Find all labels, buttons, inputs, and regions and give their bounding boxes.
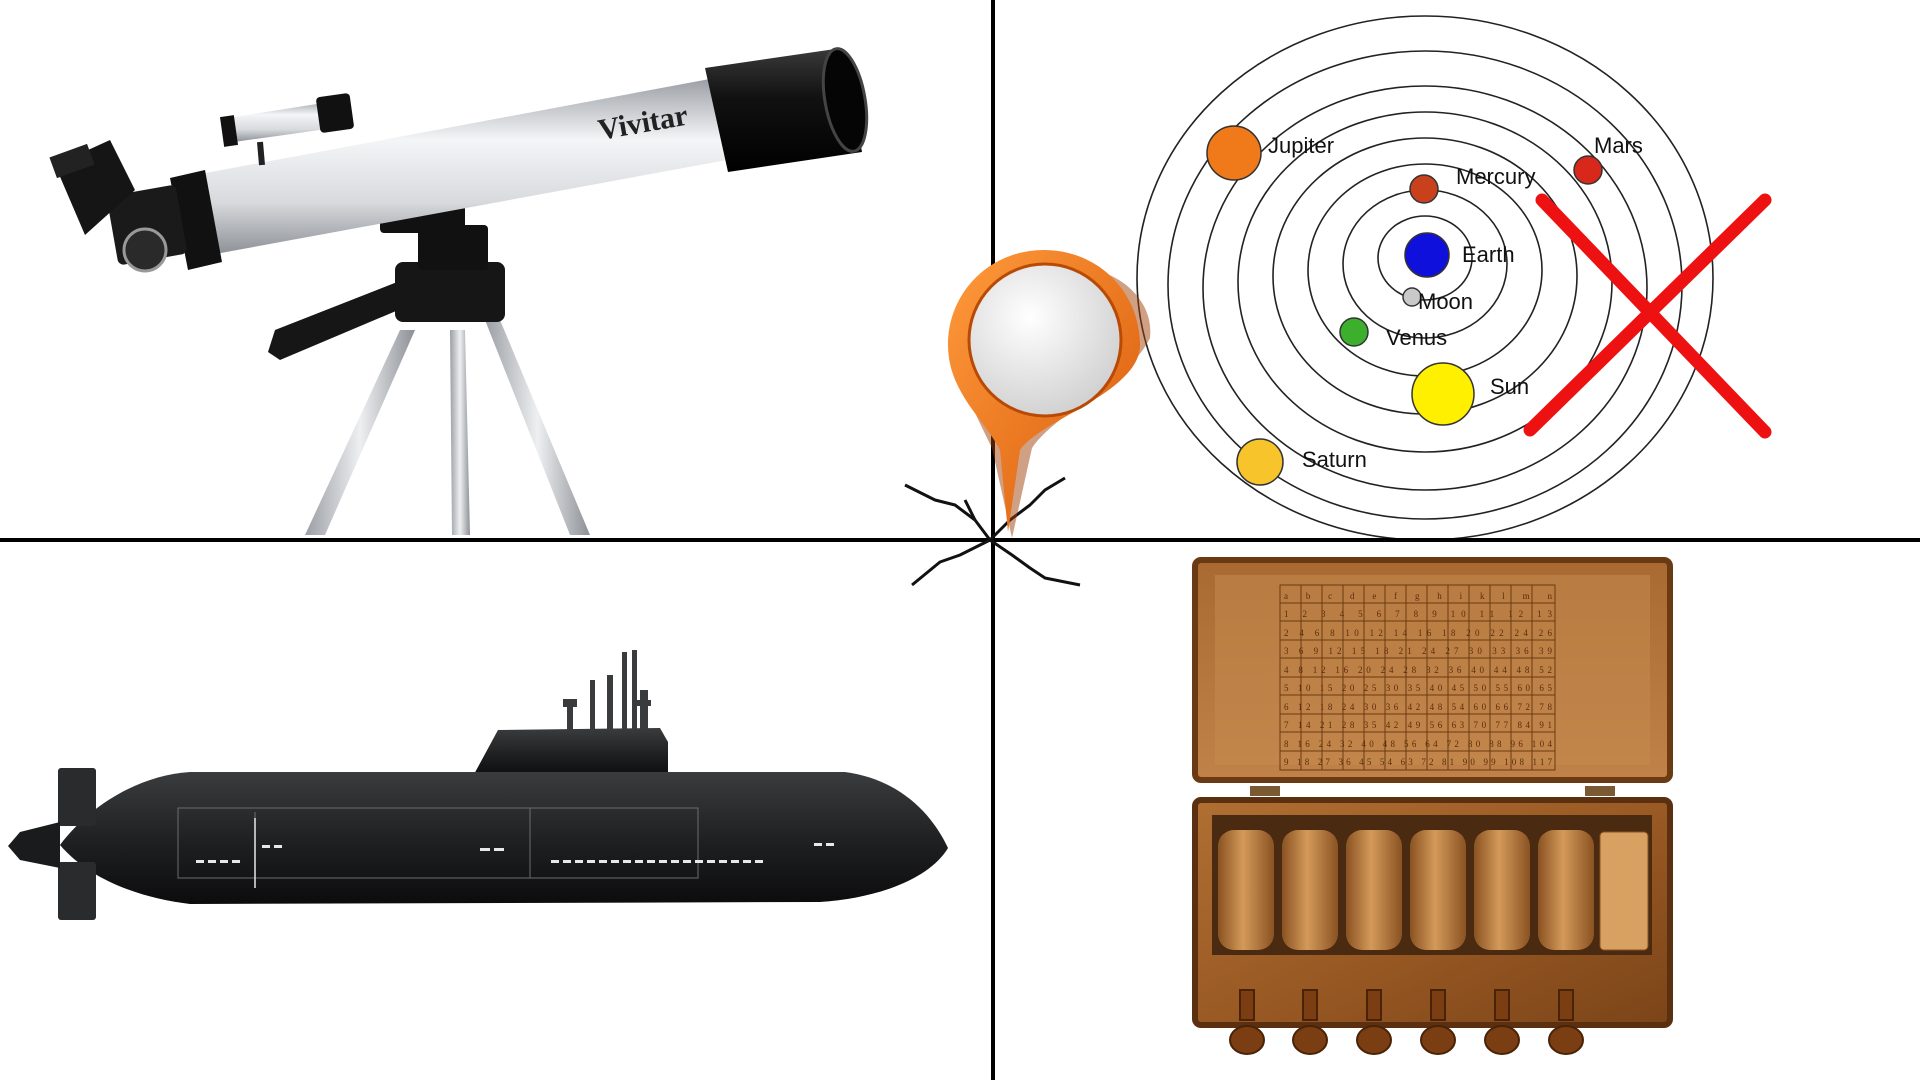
- planet-label: Saturn: [1302, 447, 1367, 472]
- orbits: [1136, 15, 1714, 541]
- cipher-cylinders: [1218, 830, 1649, 951]
- grid-row: 7 14 21 28 35 42 49 56 63 70 77 84 91: [1284, 720, 1552, 730]
- planet-label: Venus: [1386, 325, 1447, 350]
- tripod-leg-middle: [450, 330, 470, 535]
- map-pin-icon: [948, 250, 1151, 538]
- telescope-photo: Vivitar: [49, 47, 869, 535]
- ground-cracks: [904, 476, 1081, 587]
- pan-handle: [268, 275, 422, 360]
- planet-mercury: Mercury: [1409, 164, 1535, 204]
- planet-moon: Moon: [1402, 287, 1473, 314]
- planet-label: Moon: [1418, 289, 1473, 314]
- planet-saturn: Saturn: [1236, 438, 1367, 486]
- x-mark-icon: [1523, 193, 1772, 439]
- planet-jupiter: Jupiter: [1206, 125, 1334, 181]
- tripod-leg-right: [485, 320, 590, 535]
- planet-label: Sun: [1490, 374, 1529, 399]
- hull-markings: [196, 843, 834, 863]
- submarine-illustration: [8, 650, 948, 920]
- planet-label: Mercury: [1456, 164, 1535, 189]
- planet-mars: Mars: [1573, 133, 1643, 185]
- cipher-box-photo: a b c d e f g h i k l m n 1 2 3 4 5 6 7 …: [1192, 557, 1673, 1055]
- planet-label: Mars: [1594, 133, 1643, 158]
- cipher-knobs: [1229, 989, 1584, 1055]
- planet-earth: Earth: [1404, 232, 1515, 278]
- periscope-masts: [563, 650, 651, 733]
- grid-row: 2 4 6 8 10 12 14 16 18 20 22 24 26: [1284, 628, 1553, 638]
- telescope-tube: [195, 78, 738, 255]
- geocentric-diagram: Jupiter Mars Mercury Earth Moon Venus Su…: [1136, 15, 1772, 541]
- planet-sun: Sun: [1411, 362, 1529, 426]
- cipher-grid: [1279, 584, 1556, 771]
- grid-row: 6 12 18 24 30 36 42 48 54 60 66 72 78: [1284, 702, 1553, 712]
- planet-label: Jupiter: [1268, 133, 1334, 158]
- grid-row: a b c d e f g h i k l m n: [1284, 591, 1553, 601]
- submarine-sail: [472, 728, 668, 778]
- planet-venus: Venus: [1339, 317, 1447, 350]
- grid-row: 5 10 15 20 25 30 35 40 45 50 55 60 65: [1284, 683, 1553, 693]
- submarine-hull: [60, 772, 948, 904]
- planet-label: Earth: [1462, 242, 1515, 267]
- tripod-leg-left: [305, 330, 415, 535]
